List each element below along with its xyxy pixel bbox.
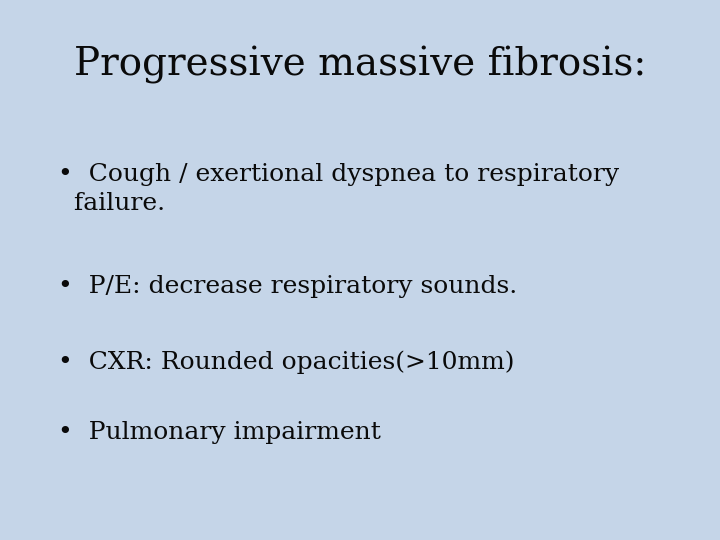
Text: •  Pulmonary impairment: • Pulmonary impairment [58,421,380,443]
Text: •  P/E: decrease respiratory sounds.: • P/E: decrease respiratory sounds. [58,275,517,298]
Text: Progressive massive fibrosis:: Progressive massive fibrosis: [74,46,646,84]
Text: •  Cough / exertional dyspnea to respiratory
  failure.: • Cough / exertional dyspnea to respirat… [58,163,618,215]
Text: •  CXR: Rounded opacities(>10mm): • CXR: Rounded opacities(>10mm) [58,350,514,374]
